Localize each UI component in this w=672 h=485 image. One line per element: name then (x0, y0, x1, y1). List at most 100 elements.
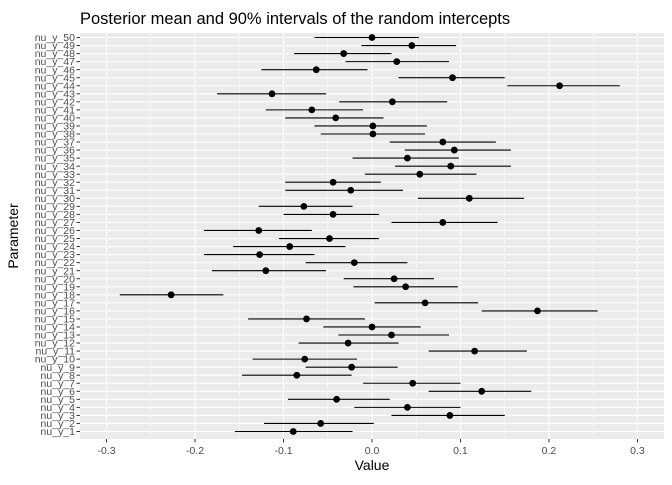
y-tick-label: nu_y_22 (35, 257, 75, 269)
y-tick-label: nu_y_44 (35, 80, 75, 92)
x-tick-label: 0.3 (630, 445, 645, 457)
mean-point (369, 122, 377, 130)
mean-point (368, 323, 376, 331)
y-tick-label: nu_y_2 (41, 418, 76, 430)
x-tick-label: 0.2 (542, 445, 557, 457)
y-tick-label: nu_y_33 (35, 169, 75, 181)
mean-point (368, 34, 376, 41)
y-tick-label: nu_y_37 (35, 137, 75, 149)
mean-point (268, 90, 276, 98)
x-axis-title: Value (355, 457, 390, 473)
y-tick-label: nu_y_32 (35, 177, 75, 189)
y-tick-label: nu_y_34 (35, 161, 75, 173)
mean-point (369, 130, 377, 138)
y-tick-label: nu_y_17 (35, 297, 75, 309)
mean-point (556, 82, 563, 90)
mean-point (403, 154, 411, 162)
mean-point (408, 42, 416, 49)
y-tick-label: nu_y_7 (41, 378, 76, 390)
y-tick-label: nu_y_31 (35, 185, 75, 197)
y-tick-label: nu_y_9 (41, 362, 76, 374)
mean-point (350, 259, 358, 267)
mean-point (348, 363, 356, 371)
y-tick-label: nu_y_29 (35, 201, 75, 213)
y-tick-label: nu_y_40 (35, 113, 75, 125)
mean-point (421, 299, 429, 307)
chart-title: Posterior mean and 90% intervals of the … (80, 10, 510, 28)
y-tick-label: nu_y_38 (35, 129, 75, 141)
x-tick-label: 0.0 (365, 445, 380, 457)
x-axis-ticks: -0.3 -0.2 -0.1 0.0 0.1 0.2 0.3 (97, 439, 645, 457)
y-tick-label: nu_y_11 (35, 346, 75, 358)
x-tick-label: -0.3 (97, 445, 115, 457)
mean-point (403, 403, 411, 411)
mean-point (446, 412, 454, 419)
y-tick-label: nu_y_30 (35, 193, 75, 205)
mean-point (450, 146, 458, 154)
mean-point (167, 291, 175, 299)
y-tick-label: nu_y_46 (35, 64, 75, 76)
mean-point (416, 170, 424, 178)
mean-point (347, 186, 355, 194)
mean-points (167, 34, 563, 435)
mean-point (344, 339, 352, 347)
x-tick-label: -0.1 (274, 445, 292, 457)
mean-point (301, 355, 309, 363)
y-tick-label: nu_y_23 (35, 249, 75, 261)
y-tick-label: nu_y_13 (35, 330, 75, 342)
y-tick-label: nu_y_49 (35, 40, 75, 52)
mean-point (333, 395, 341, 403)
y-tick-label: nu_y_27 (35, 217, 75, 229)
mean-point (303, 315, 310, 323)
y-tick-label: nu_y_43 (35, 88, 75, 100)
mean-point (317, 420, 325, 427)
mean-point (255, 227, 263, 234)
y-tick-label: nu_y_41 (35, 104, 75, 116)
y-tick-label: nu_y_25 (35, 233, 75, 245)
y-tick-label: nu_y_35 (35, 153, 75, 165)
y-tick-label: nu_y_20 (35, 273, 75, 285)
x-tick-label: 0.1 (453, 445, 468, 457)
y-axis-ticks: nu_y_1nu_y_2nu_y_3nu_y_4nu_y_5nu_y_6nu_y… (35, 32, 80, 438)
y-tick-label: nu_y_15 (35, 314, 75, 326)
y-tick-label: nu_y_18 (35, 289, 75, 301)
mean-point (289, 428, 297, 435)
y-tick-label: nu_y_36 (35, 145, 75, 157)
mean-point (308, 106, 316, 114)
mean-point (439, 219, 447, 226)
x-tick-label: -0.2 (186, 445, 204, 457)
y-tick-label: nu_y_8 (41, 370, 76, 382)
mean-point (388, 331, 395, 339)
y-tick-label: nu_y_4 (41, 402, 76, 414)
y-tick-label: nu_y_5 (41, 394, 76, 406)
y-tick-label: nu_y_28 (35, 209, 75, 221)
mean-point (534, 307, 541, 315)
mean-point (262, 267, 270, 275)
y-tick-label: nu_y_19 (35, 281, 75, 293)
y-tick-label: nu_y_48 (35, 48, 75, 60)
mean-point (393, 58, 401, 66)
y-tick-label: nu_y_47 (35, 56, 75, 68)
y-tick-label: nu_y_10 (35, 354, 75, 366)
y-tick-label: nu_y_14 (35, 322, 75, 334)
y-axis-title: Parameter (5, 203, 21, 269)
y-tick-label: nu_y_1 (41, 426, 76, 438)
mean-point (447, 162, 455, 170)
mean-point (329, 178, 337, 186)
mean-point (300, 202, 308, 210)
mean-point (409, 379, 417, 387)
y-tick-label: nu_y_6 (41, 386, 76, 398)
y-tick-label: nu_y_50 (35, 32, 75, 44)
mean-point (326, 235, 333, 242)
mean-point (390, 275, 398, 283)
mean-point (293, 371, 301, 379)
y-tick-label: nu_y_12 (35, 338, 75, 350)
mean-point (329, 210, 337, 218)
y-tick-label: nu_y_39 (35, 121, 75, 133)
mean-point (471, 347, 479, 355)
mean-point (388, 98, 396, 106)
mean-point (478, 387, 486, 395)
mean-point (449, 74, 456, 82)
